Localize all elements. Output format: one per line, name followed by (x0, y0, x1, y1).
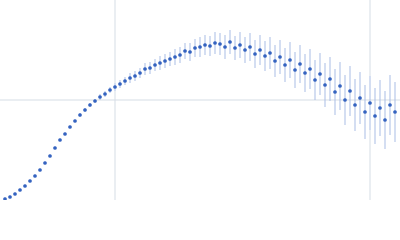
data-point (358, 96, 362, 100)
data-point (233, 46, 237, 50)
data-point (48, 154, 52, 158)
data-point (28, 179, 32, 183)
chart (0, 0, 400, 200)
data-point (38, 168, 42, 172)
data-point (223, 45, 227, 49)
data-point (58, 138, 62, 142)
data-point (68, 125, 72, 129)
data-point (258, 48, 262, 52)
data-point (318, 72, 322, 76)
data-point (183, 49, 187, 53)
data-point (23, 184, 27, 188)
data-point (328, 77, 332, 81)
data-point (163, 59, 167, 63)
data-point (313, 78, 317, 82)
data-point (278, 55, 282, 59)
data-point (88, 103, 92, 107)
data-point (353, 103, 357, 107)
data-point (298, 62, 302, 66)
data-point (188, 50, 192, 54)
data-point (283, 63, 287, 67)
data-point (138, 71, 142, 75)
data-point (203, 43, 207, 47)
data-point (268, 51, 272, 55)
data-point (208, 44, 212, 48)
data-point (323, 83, 327, 87)
data-point (378, 106, 382, 110)
data-point (98, 95, 102, 99)
data-point (148, 66, 152, 70)
data-point (153, 63, 157, 67)
data-point (3, 197, 7, 200)
data-point (108, 88, 112, 92)
data-point (118, 82, 122, 86)
data-point (228, 40, 232, 44)
data-point (113, 85, 117, 89)
data-point (238, 43, 242, 47)
data-point (178, 53, 182, 57)
data-point (8, 195, 12, 199)
data-point (133, 74, 137, 78)
data-point (383, 118, 387, 122)
data-point (333, 90, 337, 94)
data-point (373, 114, 377, 118)
data-point (363, 110, 367, 114)
data-point (288, 58, 292, 62)
data-point (143, 67, 147, 71)
data-point (308, 67, 312, 71)
data-point (123, 79, 127, 83)
data-point (128, 76, 132, 80)
data-point (78, 113, 82, 117)
data-point (388, 103, 392, 107)
data-point (43, 161, 47, 165)
data-point (53, 146, 57, 150)
data-point (368, 101, 372, 105)
data-point (273, 59, 277, 63)
data-point (253, 52, 257, 56)
data-point (73, 119, 77, 123)
data-point (18, 188, 22, 192)
data-point (393, 110, 397, 114)
data-point (343, 98, 347, 102)
data-point (63, 132, 67, 136)
data-point (303, 71, 307, 75)
data-point (173, 55, 177, 59)
data-point (198, 45, 202, 49)
data-point (158, 61, 162, 65)
data-point (338, 84, 342, 88)
data-point (33, 174, 37, 178)
data-point (248, 45, 252, 49)
data-point (263, 54, 267, 58)
data-point (193, 46, 197, 50)
data-point (168, 57, 172, 61)
data-point (243, 48, 247, 52)
data-point (218, 42, 222, 46)
data-point (103, 92, 107, 96)
data-point (293, 68, 297, 72)
data-point (348, 89, 352, 93)
data-point (93, 99, 97, 103)
data-point (13, 192, 17, 196)
data-point (83, 108, 87, 112)
data-point (213, 41, 217, 45)
